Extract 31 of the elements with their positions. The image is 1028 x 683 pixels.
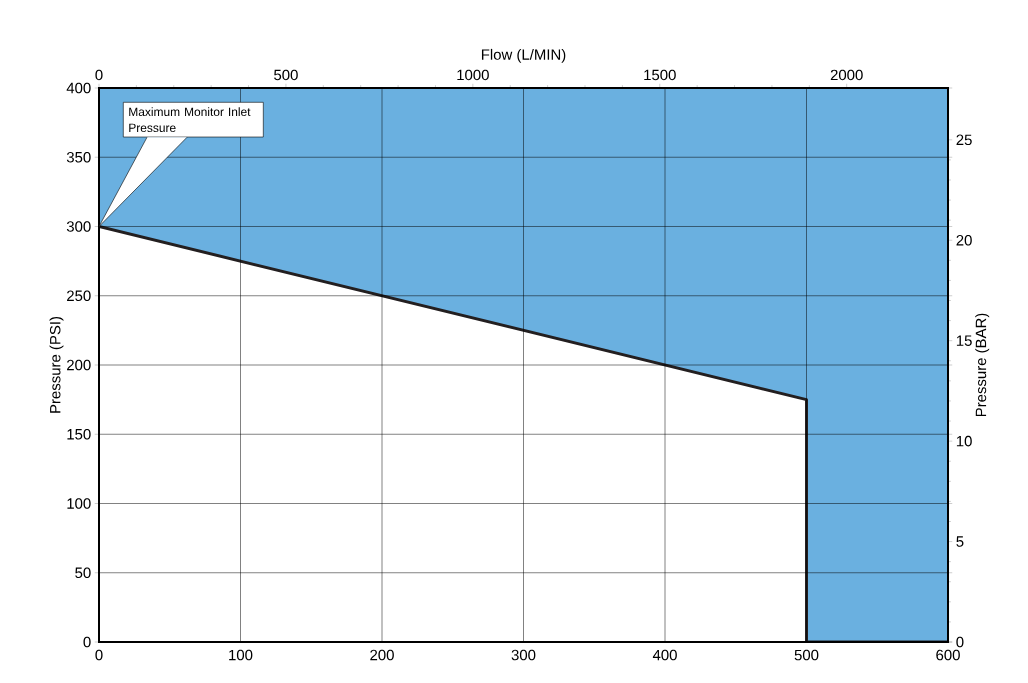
x2-tick-label: 2000 [830,69,863,81]
x-tick-label: 100 [229,649,253,661]
y2-tick-label: 10 [956,435,972,447]
y-tick-label: 50 [75,567,91,579]
x2-axis-title: Flow (L/MIN) [481,48,566,63]
y-tick-label: 350 [66,151,91,163]
y-tick-label: 150 [67,428,91,440]
x-tick-label: 200 [370,649,394,661]
x2-tick-label: 0 [95,69,103,81]
y-axis-title: Pressure (PSI) [49,316,64,413]
y-tick-label: 0 [83,636,91,648]
x-tick-label: 400 [652,649,677,661]
y2-tick-label: 20 [956,234,972,246]
x-tick-label: 600 [936,649,960,661]
y2-tick-label: 15 [956,335,972,346]
y2-tick-label: 0 [956,636,964,648]
x2-tick-label: 500 [274,69,298,81]
y-tick-label: 200 [67,359,91,371]
x2-tick-label: 1000 [457,69,489,81]
annotation: Maximum Monitor Inlet Pressure [129,107,251,133]
x-tick-label: 0 [95,649,103,661]
y-tick-label: 250 [67,290,91,302]
y-tick-label: 100 [67,498,91,509]
x-tick-label: 500 [794,649,819,661]
y2-axis-title: Pressure (BAR) [975,313,990,417]
y-tick-label: 300 [66,221,91,232]
y2-tick-label: 5 [956,536,964,547]
x-tick-label: 300 [511,649,536,661]
x2-tick-label: 1500 [644,69,676,81]
y2-tick-label: 25 [956,134,972,146]
y-tick-label: 400 [66,82,91,94]
